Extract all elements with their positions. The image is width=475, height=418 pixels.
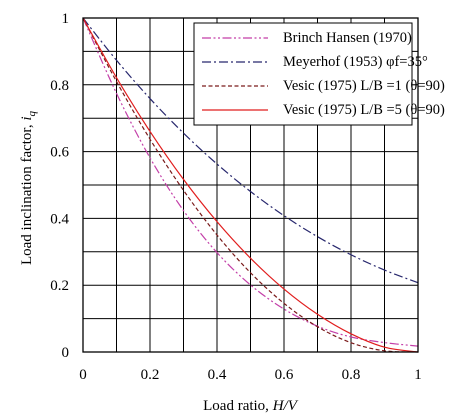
y-tick-label: 0.6: [50, 145, 69, 161]
x-tick-label: 1: [414, 367, 422, 383]
series-line-1: [82, 17, 419, 347]
x-tick-label: 0.4: [208, 367, 227, 383]
tick-labels: 0 0.2 0.4 0.6 0.8 1 0 0.2 0.4 0.6 0.8 1: [50, 11, 422, 383]
y-tick-label: 0.4: [50, 211, 69, 227]
legend-label: Vesic (1975) L/B =1 (θ=90): [283, 78, 445, 94]
series-lines: [82, 17, 419, 353]
y-tick-label: 0.2: [50, 278, 69, 294]
x-tick-label: 0.6: [275, 367, 294, 383]
series-line-3: [82, 17, 419, 353]
legend-label: Brinch Hansen (1970): [283, 30, 412, 46]
legend-box: [193, 22, 413, 126]
plot-frame: [82, 17, 419, 353]
legend-label: Vesic (1975) L/B =5 (θ=90): [283, 102, 445, 118]
series-line-2: [82, 17, 419, 284]
x-tick-label: 0: [79, 367, 87, 383]
x-axis-label: Load ratio, H/V: [203, 398, 299, 414]
x-tick-label: 0.2: [141, 367, 160, 383]
y-tick-label: 1: [62, 11, 70, 27]
series-line-4: [82, 17, 419, 353]
legend-label: Meyerhof (1953) φf=35°: [283, 54, 428, 70]
y-tick-label: 0.8: [50, 78, 69, 94]
y-axis-label: Load inclination factor, iq: [19, 110, 38, 265]
x-tick-label: 0.8: [342, 367, 361, 383]
y-tick-label: 0: [62, 345, 70, 361]
legend: Brinch Hansen (1970) Meyerhof (1953) φf=3…: [193, 22, 445, 126]
